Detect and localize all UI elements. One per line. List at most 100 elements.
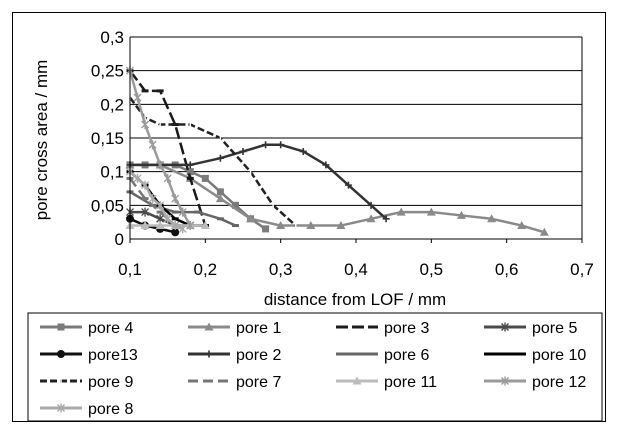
legend-marker [352, 376, 362, 385]
legend-marker [501, 376, 509, 386]
data-point [155, 221, 165, 230]
data-point [186, 161, 194, 169]
x-tick-label: 0,7 [570, 260, 594, 279]
legend-item: pore 11 [336, 374, 437, 391]
legend-marker [204, 322, 214, 331]
data-point [163, 214, 172, 224]
legend-item: pore13 [40, 347, 138, 364]
legend-item: pore 2 [188, 347, 281, 364]
data-point [487, 214, 497, 223]
legend-label: pore 1 [236, 320, 281, 337]
data-point [426, 207, 436, 216]
legend-label: pore13 [88, 347, 138, 364]
data-point [178, 207, 187, 217]
legend-item: pore 4 [40, 320, 133, 337]
legend-item: pore 10 [484, 347, 586, 364]
y-tick-label: 0,25 [91, 62, 124, 81]
data-point [306, 221, 316, 230]
y-axis-title: pore cross area / mm [32, 60, 51, 221]
legend-label: pore 8 [88, 401, 133, 418]
data-point [539, 227, 549, 236]
legend-label: pore 5 [532, 320, 577, 337]
series-line [128, 69, 207, 226]
legend-item: pore 12 [484, 374, 586, 391]
y-tick-label: 0,2 [100, 95, 124, 114]
series-pore2 [126, 141, 390, 223]
legend-label: pore 11 [384, 374, 437, 391]
legend-item: pore 9 [40, 374, 133, 391]
data-point [133, 93, 142, 103]
legend-label: pore 2 [236, 347, 281, 364]
legend-item: pore 7 [188, 374, 281, 391]
tick-labels: 0 0,05 0,1 0,15 0,2 0,25 0,3 0,1 0,2 0,3 0,4 0,5 0,6… [91, 28, 594, 279]
y-tick-label: 0,3 [100, 28, 124, 47]
legend-item: pore 8 [40, 401, 133, 418]
data-point [239, 147, 247, 155]
data-point [133, 173, 142, 183]
legend-label: pore 7 [236, 374, 281, 391]
data-point [201, 174, 209, 182]
x-axis-title: distance from LOF / mm [264, 290, 446, 309]
x-tick-label: 0,1 [118, 260, 142, 279]
legend-label: pore 6 [384, 347, 429, 364]
data-point [178, 224, 187, 234]
data-point [171, 221, 180, 231]
series-pore12 [126, 66, 195, 231]
data-point [366, 214, 376, 223]
y-tick-label: 0,1 [100, 163, 124, 182]
data-point [141, 207, 150, 217]
series-pore8 [126, 167, 187, 234]
data-point [200, 221, 210, 230]
data-point [156, 200, 165, 210]
legend-label: pore 10 [532, 347, 586, 364]
data-point [171, 194, 180, 204]
legend-marker [205, 350, 213, 358]
legend-item: pore 1 [188, 320, 281, 337]
data-point [382, 215, 390, 223]
data-point [186, 168, 194, 176]
y-tick-label: 0,15 [91, 129, 124, 148]
gridlines [130, 36, 582, 240]
data-point [156, 160, 165, 170]
series-line [128, 96, 297, 227]
data-point [163, 173, 172, 183]
data-point [517, 221, 527, 230]
data-point [141, 120, 150, 130]
data-point [141, 180, 150, 190]
x-tick-label: 0,3 [269, 260, 293, 279]
legend-label: pore 9 [88, 374, 133, 391]
x-tick-label: 0,4 [344, 260, 368, 279]
legend-item: pore 3 [336, 320, 429, 337]
legend-marker [57, 323, 65, 331]
y-tick-label: 0 [115, 230, 124, 249]
legend-label: pore 3 [384, 320, 429, 337]
data-point [216, 154, 224, 162]
data-point [215, 194, 225, 203]
data-point [299, 147, 307, 155]
legend: pore 4 pore 1 pore 3 pore 5 pore13 pore 2 pore… [27, 312, 603, 422]
legend-label: pore 12 [532, 374, 586, 391]
data-point [262, 141, 270, 149]
data-point [262, 225, 270, 233]
data-point [277, 141, 285, 149]
legend-marker [501, 322, 509, 332]
data-point [148, 140, 157, 150]
data-point [396, 207, 406, 216]
data-point [186, 221, 195, 231]
legend-label: pore 4 [88, 320, 133, 337]
data-point [456, 210, 466, 219]
data-point [276, 221, 286, 230]
legend-box [27, 312, 603, 422]
series-line [129, 217, 176, 234]
y-tick-label: 0,05 [91, 196, 124, 215]
data-point [344, 181, 352, 189]
legend-marker [57, 350, 65, 358]
data-point [231, 201, 239, 209]
data-point [246, 214, 256, 223]
legend-item: pore 6 [336, 347, 429, 364]
legend-marker [57, 403, 65, 413]
data-point [367, 201, 375, 209]
data-point [216, 188, 224, 196]
data-point [148, 194, 157, 204]
